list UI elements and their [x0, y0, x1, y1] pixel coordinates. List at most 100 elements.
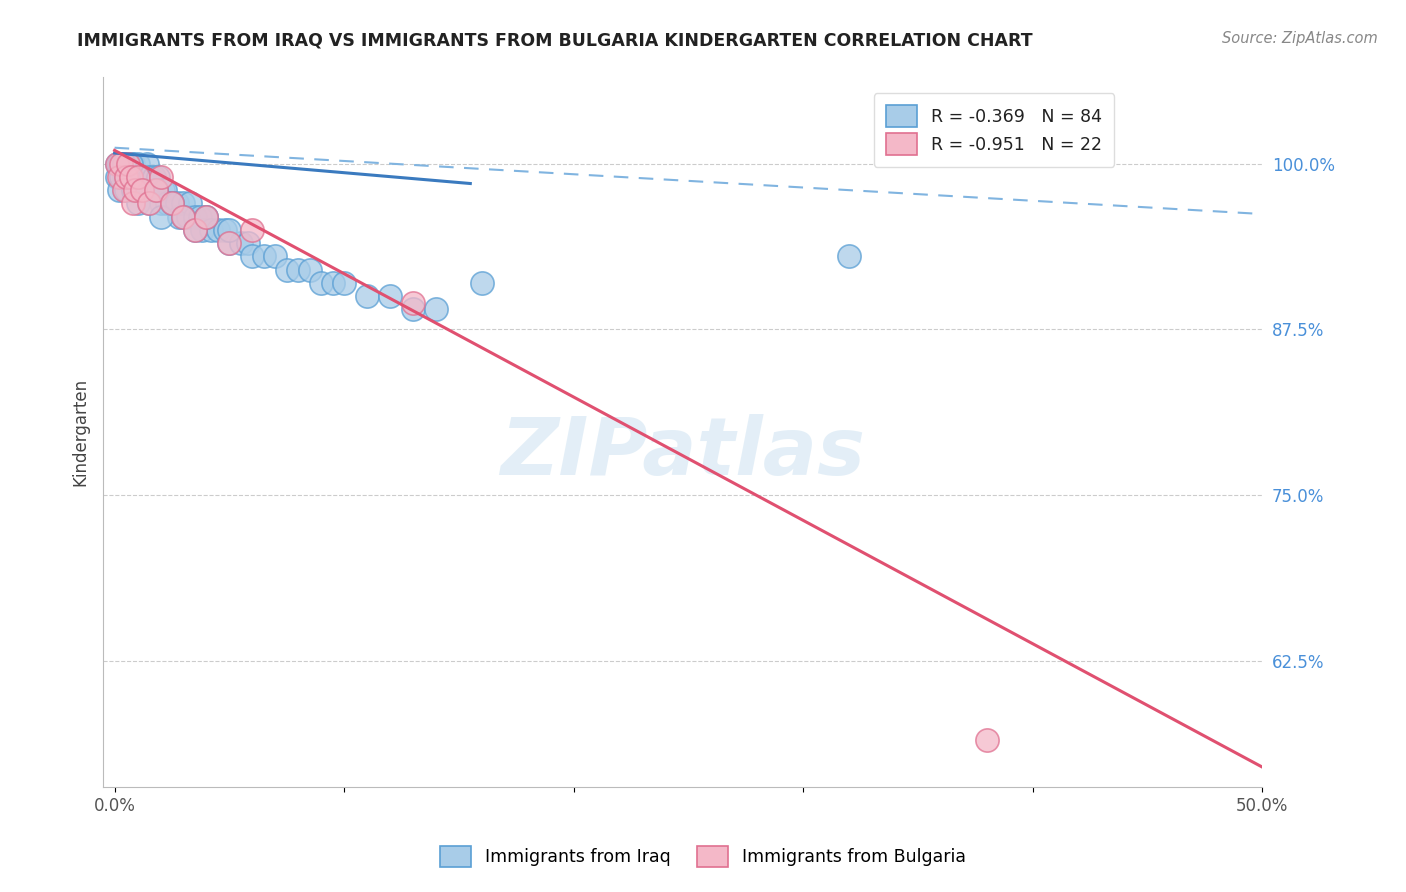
Point — [117, 156, 139, 170]
Point — [149, 169, 172, 184]
Point — [128, 183, 150, 197]
Point — [142, 169, 165, 184]
Point — [838, 249, 860, 263]
Point — [218, 236, 240, 251]
Point — [276, 262, 298, 277]
Point — [378, 289, 401, 303]
Point — [179, 196, 201, 211]
Point — [191, 223, 214, 237]
Point — [138, 196, 160, 211]
Point — [115, 183, 138, 197]
Point — [138, 196, 160, 211]
Point — [172, 196, 194, 211]
Point — [105, 156, 128, 170]
Point — [236, 236, 259, 251]
Point — [120, 156, 142, 170]
Point — [122, 183, 145, 197]
Point — [160, 196, 183, 211]
Point — [134, 169, 156, 184]
Point — [120, 169, 142, 184]
Point — [160, 196, 183, 211]
Point — [124, 183, 146, 197]
Point — [110, 169, 132, 184]
Point — [152, 183, 174, 197]
Point — [115, 169, 138, 184]
Point — [145, 183, 167, 197]
Point — [333, 276, 356, 290]
Point — [127, 169, 149, 184]
Point — [177, 210, 200, 224]
Point — [115, 169, 138, 184]
Point — [253, 249, 276, 263]
Point — [195, 210, 218, 224]
Point — [117, 156, 139, 170]
Legend: R = -0.369   N = 84, R = -0.951   N = 22: R = -0.369 N = 84, R = -0.951 N = 22 — [875, 94, 1115, 167]
Y-axis label: Kindergarten: Kindergarten — [72, 378, 89, 486]
Point — [124, 169, 146, 184]
Point — [149, 196, 172, 211]
Point — [122, 196, 145, 211]
Point — [110, 169, 132, 184]
Point — [108, 183, 131, 197]
Point — [108, 156, 131, 170]
Point — [207, 223, 229, 237]
Point — [115, 169, 138, 184]
Point — [425, 302, 447, 317]
Point — [108, 169, 131, 184]
Point — [160, 196, 183, 211]
Point — [122, 169, 145, 184]
Text: ZIPatlas: ZIPatlas — [501, 415, 865, 492]
Point — [108, 156, 131, 170]
Point — [167, 210, 190, 224]
Point — [148, 169, 170, 184]
Point — [141, 183, 163, 197]
Point — [195, 210, 218, 224]
Point — [240, 249, 263, 263]
Point — [110, 156, 132, 170]
Point — [135, 156, 157, 170]
Point — [356, 289, 378, 303]
Point — [184, 223, 207, 237]
Point — [110, 156, 132, 170]
Point — [127, 156, 149, 170]
Point — [105, 156, 128, 170]
Point — [309, 276, 332, 290]
Point — [184, 223, 207, 237]
Point — [120, 156, 142, 170]
Point — [117, 169, 139, 184]
Point — [127, 196, 149, 211]
Point — [218, 236, 240, 251]
Point — [120, 169, 142, 184]
Point — [322, 276, 344, 290]
Point — [138, 169, 160, 184]
Point — [112, 183, 135, 197]
Point — [127, 169, 149, 184]
Point — [976, 733, 998, 747]
Point — [124, 183, 146, 197]
Point — [214, 223, 236, 237]
Point — [153, 183, 176, 197]
Point — [218, 223, 240, 237]
Point — [402, 302, 425, 317]
Point — [402, 296, 425, 310]
Point — [287, 262, 309, 277]
Point — [188, 210, 211, 224]
Point — [117, 183, 139, 197]
Point — [110, 156, 132, 170]
Point — [115, 156, 138, 170]
Point — [156, 196, 179, 211]
Point — [105, 169, 128, 184]
Point — [240, 223, 263, 237]
Legend: Immigrants from Iraq, Immigrants from Bulgaria: Immigrants from Iraq, Immigrants from Bu… — [427, 833, 979, 879]
Point — [264, 249, 287, 263]
Point — [184, 210, 207, 224]
Point — [298, 262, 321, 277]
Point — [145, 183, 167, 197]
Point — [195, 210, 218, 224]
Point — [131, 183, 153, 197]
Text: Source: ZipAtlas.com: Source: ZipAtlas.com — [1222, 31, 1378, 46]
Text: IMMIGRANTS FROM IRAQ VS IMMIGRANTS FROM BULGARIA KINDERGARTEN CORRELATION CHART: IMMIGRANTS FROM IRAQ VS IMMIGRANTS FROM … — [77, 31, 1033, 49]
Point — [471, 276, 494, 290]
Point — [112, 169, 135, 184]
Point — [149, 210, 172, 224]
